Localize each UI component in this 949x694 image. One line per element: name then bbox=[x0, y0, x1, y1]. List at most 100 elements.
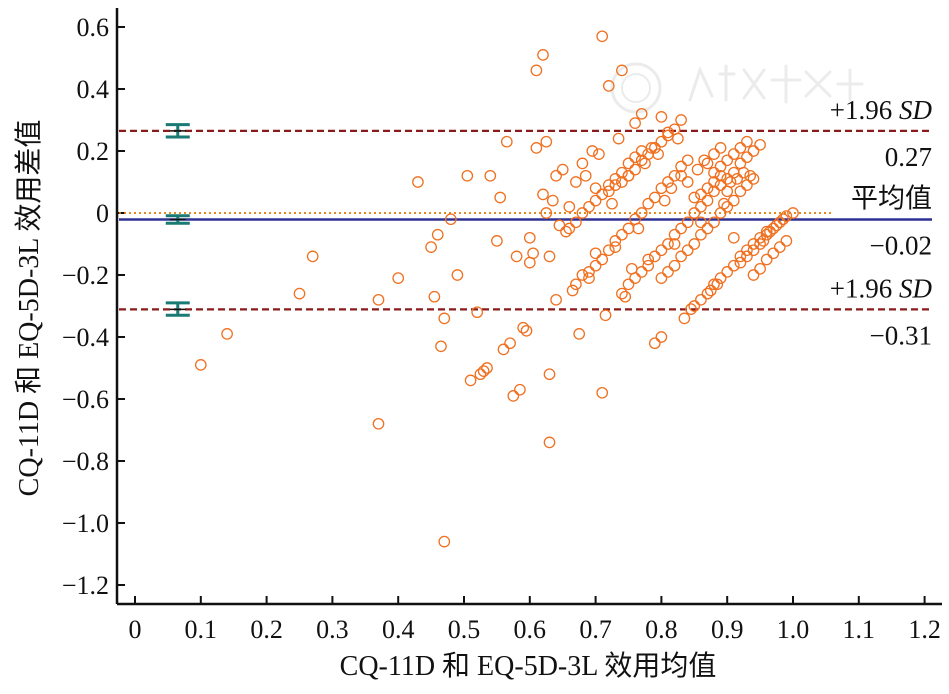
data-point bbox=[372, 293, 385, 306]
data-point bbox=[504, 337, 516, 350]
data-point bbox=[599, 309, 612, 322]
data-point bbox=[721, 154, 734, 167]
data-point bbox=[428, 290, 441, 303]
data-point bbox=[500, 135, 513, 148]
data-point bbox=[616, 176, 628, 188]
y-tick-label: −0.2 bbox=[62, 261, 109, 290]
data-point bbox=[741, 135, 753, 148]
data-point bbox=[727, 231, 740, 244]
y-tick-label: −0.6 bbox=[62, 385, 109, 414]
data-point bbox=[573, 328, 586, 340]
data-point bbox=[596, 386, 609, 399]
data-point bbox=[770, 219, 783, 232]
y-tick-label: 0.2 bbox=[77, 137, 110, 166]
data-point bbox=[747, 145, 760, 157]
data-point bbox=[527, 247, 539, 260]
data-point bbox=[760, 225, 773, 238]
data-point bbox=[507, 390, 520, 402]
data-point bbox=[767, 222, 780, 235]
data-point bbox=[711, 278, 724, 291]
data-point bbox=[481, 362, 493, 374]
data-point bbox=[662, 176, 674, 188]
line-label-mean: 平均值 bbox=[851, 184, 932, 214]
x-axis-title: CQ-11D 和 EQ-5D-3L 效用均值 bbox=[340, 650, 717, 682]
x-tick-label: 1.1 bbox=[843, 615, 876, 644]
data-point bbox=[471, 306, 484, 319]
x-tick-label: 1.2 bbox=[908, 615, 941, 644]
data-point bbox=[701, 182, 714, 195]
x-tick-label: 0.9 bbox=[711, 615, 744, 644]
data-point bbox=[701, 194, 714, 207]
data-point bbox=[688, 191, 701, 204]
data-point bbox=[655, 272, 668, 284]
data-point bbox=[642, 259, 655, 272]
data-point bbox=[721, 266, 734, 278]
data-point bbox=[642, 197, 655, 210]
ci-marker-mean bbox=[165, 214, 190, 225]
data-point bbox=[714, 169, 727, 182]
data-point bbox=[721, 200, 734, 213]
ci-marker-lower bbox=[165, 301, 190, 317]
data-point bbox=[708, 148, 720, 160]
data-point bbox=[780, 210, 793, 222]
data-point bbox=[556, 163, 569, 176]
data-point bbox=[616, 64, 628, 77]
data-point bbox=[648, 142, 661, 154]
data-point bbox=[681, 154, 694, 167]
data-point bbox=[425, 241, 437, 253]
y-axis-title: CQ-11D 和 EQ-5D-3L 效用差值 bbox=[13, 120, 45, 497]
data-point bbox=[652, 148, 664, 160]
data-point bbox=[642, 148, 655, 160]
data-point bbox=[543, 368, 556, 381]
data-point bbox=[734, 250, 747, 263]
data-point bbox=[688, 207, 701, 219]
data-point bbox=[714, 272, 727, 284]
y-tick-label: −1.2 bbox=[62, 571, 109, 600]
data-point bbox=[438, 535, 451, 548]
data-point bbox=[777, 213, 789, 226]
data-point bbox=[708, 176, 720, 188]
data-point bbox=[616, 287, 628, 300]
data-point bbox=[530, 142, 543, 154]
data-point bbox=[701, 157, 714, 170]
data-point bbox=[635, 145, 648, 157]
data-point bbox=[540, 135, 553, 148]
data-point bbox=[681, 216, 694, 229]
data-point bbox=[688, 300, 701, 312]
data-point bbox=[727, 148, 740, 160]
data-point bbox=[655, 182, 668, 195]
data-point bbox=[530, 64, 543, 77]
data-point bbox=[438, 312, 451, 325]
data-point bbox=[741, 244, 753, 257]
data-point bbox=[537, 49, 549, 61]
data-point bbox=[747, 238, 760, 250]
data-point bbox=[435, 340, 447, 353]
line-labels: +1.96 SD 0.27 平均值 −0.02 +1.96 SD −0.31 bbox=[830, 95, 933, 351]
data-point bbox=[612, 132, 625, 145]
data-point bbox=[550, 293, 562, 306]
data-point bbox=[655, 244, 668, 257]
data-point bbox=[675, 160, 687, 173]
data-point bbox=[517, 321, 530, 334]
x-tick-label: 0.1 bbox=[185, 615, 218, 644]
data-point bbox=[668, 259, 681, 272]
data-point bbox=[688, 238, 701, 250]
data-point bbox=[514, 383, 526, 396]
data-point bbox=[655, 331, 668, 343]
data-point bbox=[609, 173, 622, 185]
data-point bbox=[464, 374, 477, 387]
data-point bbox=[553, 219, 566, 232]
data-point bbox=[537, 188, 549, 201]
data-point bbox=[714, 142, 727, 154]
data-point bbox=[754, 138, 766, 151]
data-point bbox=[221, 328, 233, 340]
axes: 0 0.1 0.2 0.3 0.4 0.5 0.6 0.7 0.8 0.9 1.0 1.1 1.2 0.6… bbox=[62, 8, 942, 644]
data-point bbox=[695, 228, 707, 241]
data-point bbox=[648, 337, 661, 350]
data-point bbox=[609, 241, 622, 253]
y-tick-label: 0 bbox=[96, 199, 109, 228]
data-point bbox=[747, 244, 760, 257]
data-point bbox=[675, 169, 687, 182]
data-point bbox=[701, 287, 714, 300]
data-point bbox=[510, 250, 523, 263]
